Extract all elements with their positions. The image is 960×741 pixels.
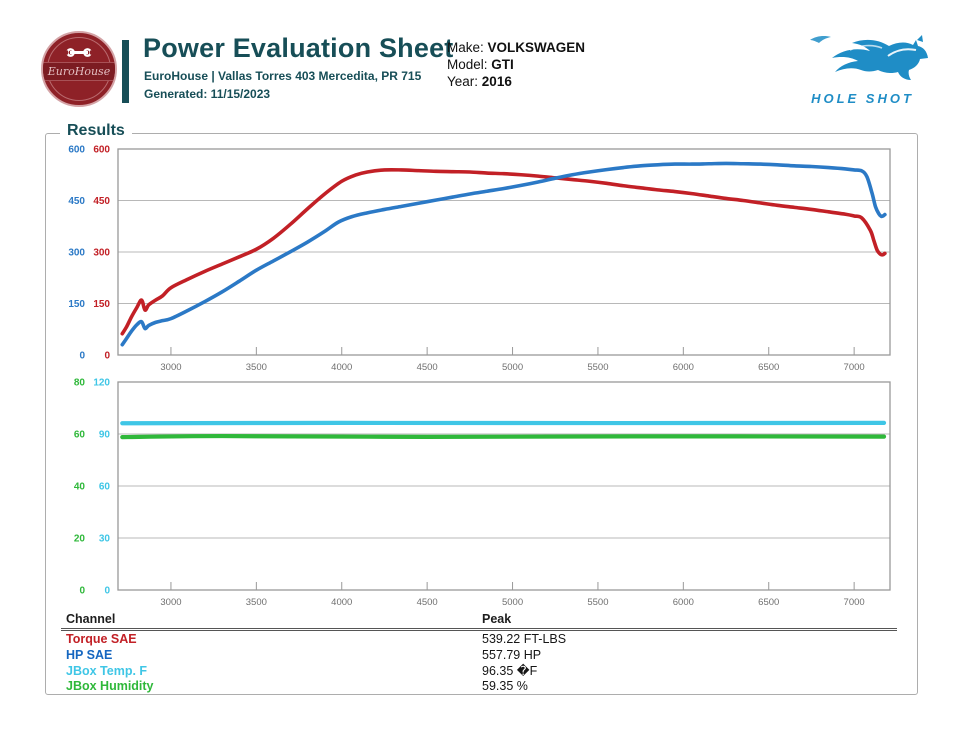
svg-text:150: 150 bbox=[93, 299, 110, 310]
svg-text:6000: 6000 bbox=[673, 362, 694, 373]
vehicle-make: Make: VOLKSWAGEN bbox=[447, 40, 586, 55]
holeshot-label: HOLE SHOT bbox=[811, 91, 914, 106]
svg-text:4000: 4000 bbox=[331, 597, 352, 608]
svg-text:4000: 4000 bbox=[331, 362, 352, 373]
svg-text:600: 600 bbox=[93, 145, 110, 156]
title-accent-bar bbox=[122, 40, 129, 103]
svg-text:5000: 5000 bbox=[502, 362, 523, 373]
channel-label-torque: Torque SAE bbox=[66, 632, 137, 646]
page-title: Power Evaluation Sheet bbox=[143, 33, 454, 63]
svg-text:60: 60 bbox=[74, 430, 86, 441]
svg-text:6500: 6500 bbox=[758, 597, 779, 608]
svg-text:0: 0 bbox=[79, 586, 85, 597]
svg-text:4500: 4500 bbox=[417, 597, 438, 608]
peak-value-torque: 539.22 FT-LBS bbox=[482, 632, 567, 646]
peak-value-hp: 557.79 HP bbox=[482, 648, 542, 662]
svg-text:3000: 3000 bbox=[160, 362, 181, 373]
svg-text:40: 40 bbox=[74, 482, 86, 493]
svg-text:7000: 7000 bbox=[844, 362, 865, 373]
table-header-peak: Peak bbox=[482, 612, 512, 626]
svg-text:3000: 3000 bbox=[160, 597, 181, 608]
svg-text:80: 80 bbox=[74, 378, 86, 389]
svg-text:5500: 5500 bbox=[587, 362, 608, 373]
table-header-channel: Channel bbox=[66, 612, 116, 626]
svg-text:450: 450 bbox=[68, 196, 85, 207]
results-fieldset: Results bbox=[45, 122, 918, 695]
svg-text:60: 60 bbox=[99, 482, 111, 493]
svg-text:30: 30 bbox=[99, 534, 111, 545]
svg-text:90: 90 bbox=[99, 430, 111, 441]
torque-hp-chart: 3000 3500 4000 4500 5000 5500 6000 6500 70006004… bbox=[68, 145, 891, 373]
logo-text: EuroHouse bbox=[47, 65, 111, 78]
vehicle-model: Model: GTI bbox=[447, 57, 514, 72]
results-legend: Results bbox=[60, 122, 132, 140]
svg-text:0: 0 bbox=[79, 351, 85, 362]
vehicle-year: Year: 2016 bbox=[447, 74, 512, 89]
jbox-env-chart: 3000 3500 4000 4500 5000 5500 6000 6500 70008060… bbox=[74, 378, 891, 608]
channel-label-jbox-humidity: JBox Humidity bbox=[66, 679, 154, 693]
svg-text:450: 450 bbox=[93, 196, 110, 207]
svg-text:20: 20 bbox=[74, 534, 86, 545]
svg-text:5000: 5000 bbox=[502, 597, 523, 608]
generated-line: Generated: 11/15/2023 bbox=[144, 87, 271, 101]
svg-text:7000: 7000 bbox=[844, 597, 865, 608]
svg-text:120: 120 bbox=[93, 378, 110, 389]
svg-text:300: 300 bbox=[68, 248, 85, 259]
svg-text:0: 0 bbox=[104, 351, 110, 362]
svg-text:600: 600 bbox=[68, 145, 85, 156]
channel-label-hp: HP SAE bbox=[66, 648, 113, 662]
eurohouse-logo: EuroHouse bbox=[41, 31, 117, 107]
logo-band: EuroHouse bbox=[43, 62, 115, 81]
peak-value-jbox-temp: 96.35 �F bbox=[482, 664, 538, 678]
svg-text:300: 300 bbox=[93, 248, 110, 259]
svg-text:3500: 3500 bbox=[246, 362, 267, 373]
address-line: EuroHouse | Vallas Torres 403 Mercedita,… bbox=[144, 69, 422, 83]
svg-text:0: 0 bbox=[104, 586, 110, 597]
svg-text:6000: 6000 bbox=[673, 597, 694, 608]
channel-label-jbox-temp: JBox Temp. F bbox=[66, 664, 148, 678]
svg-text:4500: 4500 bbox=[417, 362, 438, 373]
holeshot-logo: HOLE SHOT bbox=[790, 26, 935, 110]
svg-text:3500: 3500 bbox=[246, 597, 267, 608]
svg-text:6500: 6500 bbox=[758, 362, 779, 373]
horse-icon bbox=[810, 35, 928, 80]
svg-text:150: 150 bbox=[68, 299, 85, 310]
table-header-divider bbox=[61, 628, 897, 631]
vehicle-info: Make: VOLKSWAGEN Model: GTI Year: 2016 bbox=[447, 39, 585, 90]
svg-text:5500: 5500 bbox=[587, 597, 608, 608]
peak-value-jbox-humidity: 59.35 % bbox=[482, 679, 528, 693]
